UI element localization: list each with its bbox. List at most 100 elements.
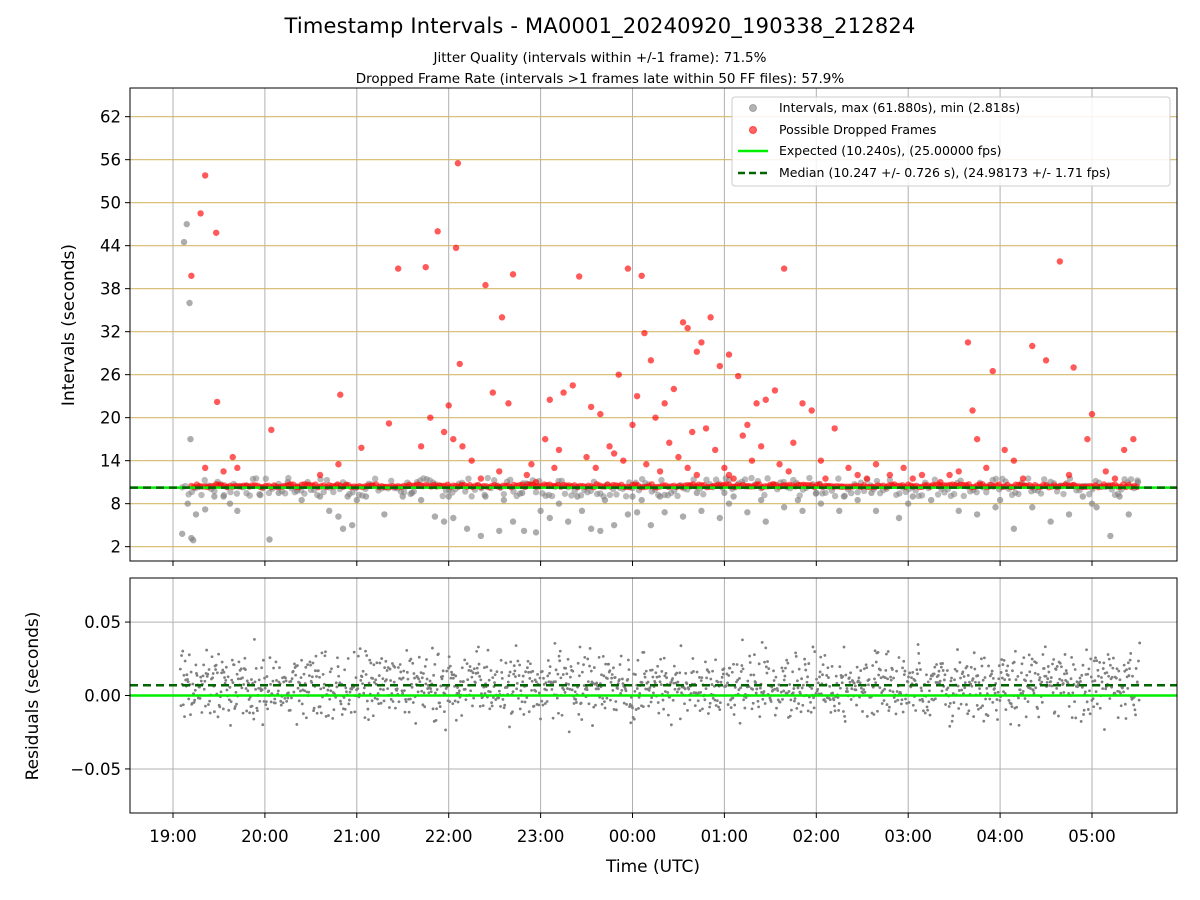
residual-point — [246, 689, 250, 693]
residual-point — [583, 655, 587, 659]
x-tick-label: 00:00 — [609, 827, 657, 846]
interval-point — [564, 518, 572, 525]
residual-point — [1096, 668, 1100, 672]
residual-point — [655, 675, 659, 679]
residual-point — [1091, 679, 1094, 683]
residual-point — [299, 689, 302, 693]
dropped-frame-point — [1029, 342, 1036, 350]
residual-point — [445, 669, 449, 673]
interval-point — [400, 488, 408, 496]
residual-point — [488, 707, 492, 711]
residual-point — [502, 706, 506, 710]
residual-point — [888, 705, 891, 709]
residual-point — [1089, 657, 1093, 661]
dropped-frame-point — [1084, 435, 1091, 443]
residual-point — [1107, 674, 1111, 678]
residual-point — [528, 662, 532, 666]
residual-point — [370, 699, 374, 703]
residual-point — [287, 691, 290, 695]
residual-point — [241, 676, 244, 680]
residual-point — [244, 687, 248, 690]
residual-point — [1100, 680, 1104, 684]
residual-point — [267, 689, 271, 693]
residual-point — [379, 687, 382, 691]
bottom-plot-points — [178, 637, 1142, 734]
residual-point — [858, 681, 862, 685]
residual-point — [796, 686, 800, 690]
residual-point — [1047, 670, 1051, 674]
residual-point — [585, 688, 589, 692]
interval-point — [597, 527, 604, 535]
residual-point — [308, 660, 312, 664]
residual-point — [385, 678, 388, 681]
residual-point — [397, 700, 401, 704]
residual-point — [441, 674, 444, 678]
interval-point — [835, 475, 842, 482]
residual-point — [902, 673, 906, 677]
interval-point — [484, 474, 491, 482]
residual-point — [300, 658, 304, 662]
residual-point — [906, 680, 910, 684]
residual-point — [460, 714, 464, 717]
residual-point — [439, 684, 443, 688]
interval-point — [314, 491, 321, 499]
residual-point — [773, 687, 777, 691]
dropped-frame-point — [1070, 364, 1077, 371]
residual-point — [206, 672, 210, 676]
residual-point — [508, 725, 511, 729]
residual-point — [738, 676, 741, 680]
residual-point — [398, 663, 402, 666]
residual-point — [797, 702, 801, 706]
residual-point — [830, 664, 834, 668]
residual-point — [882, 699, 886, 702]
residual-point — [857, 676, 861, 680]
residual-point — [884, 668, 888, 672]
interval-point — [762, 518, 769, 525]
residual-point — [1074, 716, 1078, 720]
residual-point — [680, 691, 683, 695]
residual-point — [1004, 708, 1008, 711]
residual-point — [919, 668, 922, 671]
residual-point — [507, 674, 511, 678]
residual-point — [312, 706, 316, 710]
interval-point — [548, 492, 556, 500]
legend-dropped-marker — [749, 126, 757, 134]
residual-point — [814, 691, 818, 695]
residual-point — [271, 679, 275, 683]
residual-point — [1118, 678, 1122, 682]
residual-point — [997, 664, 1001, 668]
residual-point — [688, 698, 692, 702]
residual-point — [230, 678, 234, 682]
residual-point — [363, 716, 367, 720]
residual-point — [326, 688, 330, 692]
residual-point — [952, 701, 956, 704]
residual-point — [525, 696, 529, 699]
residual-point — [409, 657, 413, 661]
dropped-frame-point — [670, 385, 678, 393]
residual-point — [700, 676, 704, 680]
residual-point — [1129, 652, 1133, 655]
interval-point — [500, 496, 508, 504]
residual-point — [366, 707, 370, 711]
residual-point — [310, 675, 314, 679]
residual-point — [741, 638, 744, 642]
interval-point — [1127, 476, 1135, 483]
residual-point — [1034, 661, 1038, 665]
residual-point — [1055, 687, 1059, 690]
interval-point — [184, 500, 191, 507]
residual-point — [724, 684, 728, 688]
dropped-frame-point — [757, 443, 765, 450]
residual-point — [782, 689, 786, 693]
residual-point — [679, 644, 683, 648]
residual-point — [434, 719, 438, 722]
dropped-frame-point — [730, 475, 737, 482]
residual-point — [1080, 673, 1084, 677]
interval-point — [516, 490, 524, 497]
residual-point — [664, 690, 667, 693]
dropped-frame-point — [652, 414, 659, 421]
residual-point — [810, 687, 814, 690]
residual-point — [821, 663, 825, 667]
residual-point — [241, 711, 245, 715]
top-y-tick-label: 50 — [100, 194, 121, 213]
residual-point — [843, 720, 847, 723]
